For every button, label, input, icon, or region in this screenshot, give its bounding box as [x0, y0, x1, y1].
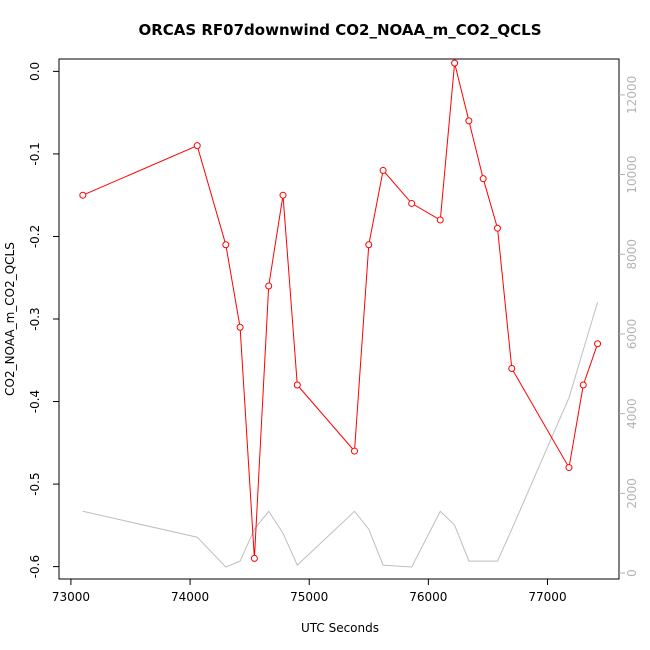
data-point	[293, 381, 301, 389]
y2-tick-label: 12000	[625, 76, 639, 114]
data-point	[565, 464, 573, 472]
data-point	[508, 365, 516, 373]
y-tick-label: -0.2	[28, 225, 42, 248]
y-tick-label: -0.6	[28, 555, 42, 578]
x-tick-label: 73000	[52, 590, 90, 604]
y-tick-label: -0.3	[28, 307, 42, 330]
data-point	[279, 191, 287, 199]
y2-tick-label: 10000	[625, 155, 639, 193]
data-point	[350, 447, 358, 455]
data-point	[222, 241, 230, 249]
y2-tick-label: 6000	[625, 319, 639, 350]
x-tick-label: 77000	[528, 590, 566, 604]
y2-tick-label: 4000	[625, 398, 639, 429]
x-axis: 73000 74000 75000 76000 77000	[52, 579, 567, 604]
y-axis-label: CO2_NOAA_m_CO2_QCLS	[3, 242, 17, 396]
plot-frame	[58, 58, 620, 580]
data-point	[594, 340, 602, 348]
series-layer	[79, 59, 602, 568]
y-axis: 0.0 -0.1 -0.2 -0.3 -0.4 -0.5 -0.6	[28, 62, 59, 578]
x-tick-label: 74000	[171, 590, 209, 604]
x-tick-label: 76000	[409, 590, 447, 604]
data-point	[193, 142, 201, 150]
data-point	[579, 381, 587, 389]
y2-tick-label: 2000	[625, 478, 639, 509]
co2-line	[82, 62, 599, 559]
data-point	[236, 323, 244, 331]
altitude-line	[82, 301, 599, 568]
x-axis-label: UTC Seconds	[301, 621, 379, 635]
data-point	[408, 199, 416, 207]
data-point	[265, 282, 273, 290]
data-point	[479, 175, 487, 183]
data-point	[436, 216, 444, 224]
y2-tick-label: 0	[625, 569, 639, 577]
data-point	[493, 224, 501, 232]
y-tick-label: -0.5	[28, 472, 42, 495]
data-point	[465, 117, 473, 125]
x-tick-label: 75000	[290, 590, 328, 604]
y-tick-label: 0.0	[28, 62, 42, 81]
data-point	[250, 554, 258, 562]
chart-title: ORCAS RF07downwind CO2_NOAA_m_CO2_QCLS	[138, 21, 541, 39]
data-point	[379, 166, 387, 174]
data-point	[451, 59, 459, 67]
y-tick-label: -0.4	[28, 390, 42, 413]
y2-axis: 0 2000 4000 6000 8000 10000 12000	[619, 76, 639, 577]
y2-tick-label: 8000	[625, 239, 639, 270]
y-tick-label: -0.1	[28, 142, 42, 165]
data-point	[79, 191, 87, 199]
data-point	[365, 241, 373, 249]
